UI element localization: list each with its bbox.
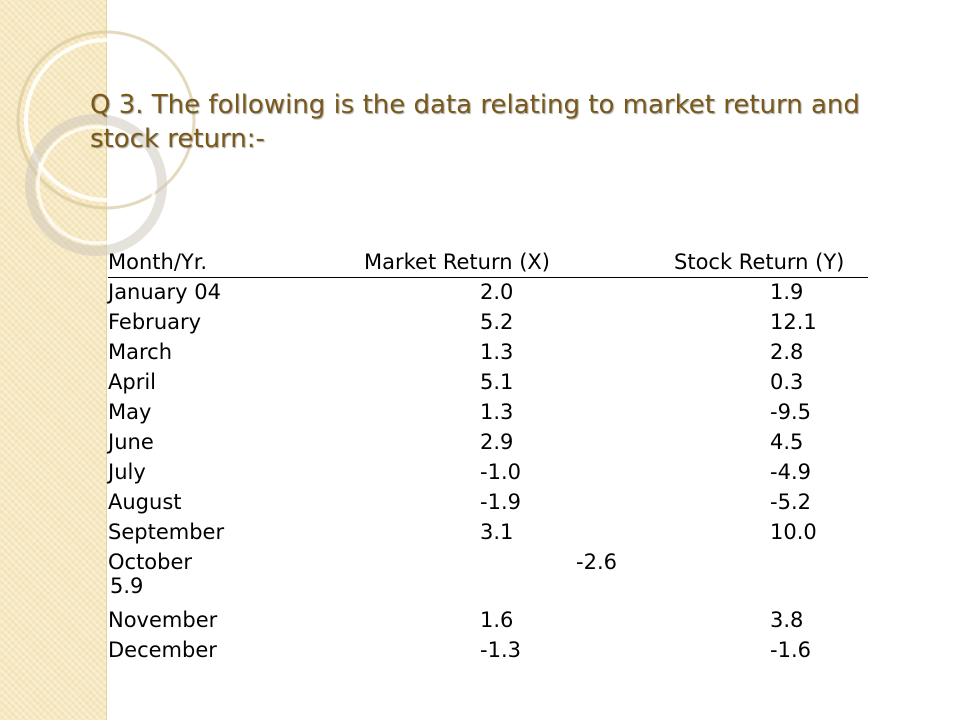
table-row: July -1.0 -4.9 (108, 458, 868, 488)
stock-return-cell: -5.2 (770, 490, 811, 514)
table-row: September 3.1 10.0 (108, 518, 868, 548)
market-return-cell: 3.1 (480, 520, 514, 544)
decorative-rings (16, 30, 196, 256)
header-month: Month/Yr. (108, 250, 208, 274)
stock-return-cell: 2.8 (770, 340, 804, 364)
month-cell: June (108, 430, 154, 454)
market-return-cell: 2.9 (480, 430, 514, 454)
stock-return-cell: 10.0 (770, 520, 817, 544)
month-cell: August (108, 490, 182, 514)
table-row: October -2.6 5.9 (108, 548, 868, 606)
month-cell: January 04 (108, 280, 222, 304)
stock-return-cell: -9.5 (770, 400, 811, 424)
table-row: August -1.9 -5.2 (108, 488, 868, 518)
month-cell: March (108, 340, 173, 364)
market-return-cell: -2.6 (576, 550, 617, 574)
market-return-cell: 2.0 (480, 280, 514, 304)
stock-return-cell: -4.9 (770, 460, 811, 484)
month-cell: September (108, 520, 225, 544)
market-return-cell: 1.3 (480, 400, 514, 424)
market-return-cell: 5.1 (480, 370, 514, 394)
table-row: December -1.3 -1.6 (108, 636, 868, 666)
month-cell: October (108, 550, 193, 574)
table-row: November 1.6 3.8 (108, 606, 868, 636)
market-return-cell: 1.3 (480, 340, 514, 364)
stock-return-cell: 0.3 (770, 370, 804, 394)
market-return-cell: 5.2 (480, 310, 514, 334)
stock-return-cell: 1.9 (770, 280, 804, 304)
header-stock-return: Stock Return (Y) (674, 250, 845, 274)
month-cell: February (108, 310, 202, 334)
month-cell: December (108, 638, 217, 662)
header-market-return: Market Return (X) (364, 250, 550, 274)
stock-return-cell: 12.1 (770, 310, 817, 334)
month-cell: May (108, 400, 152, 424)
slide-title: Q 3. The following is the data relating … (90, 90, 860, 154)
market-return-cell: -1.3 (480, 638, 521, 662)
month-cell: July (108, 460, 146, 484)
stock-return-cell: 5.9 (110, 574, 144, 598)
stock-return-cell: 4.5 (770, 430, 804, 454)
table-row: April 5.1 0.3 (108, 368, 868, 398)
table-row: February 5.2 12.1 (108, 308, 868, 338)
market-return-cell: -1.9 (480, 490, 521, 514)
month-cell: November (108, 608, 218, 632)
market-return-cell: 1.6 (480, 608, 514, 632)
returns-table: Month/Yr. Market Return (X) Stock Return… (108, 248, 868, 666)
table-row: March 1.3 2.8 (108, 338, 868, 368)
table-row: May 1.3 -9.5 (108, 398, 868, 428)
month-cell: April (108, 370, 156, 394)
table-row: January 04 2.0 1.9 (108, 278, 868, 308)
table-row: June 2.9 4.5 (108, 428, 868, 458)
market-return-cell: -1.0 (480, 460, 521, 484)
stock-return-cell: 3.8 (770, 608, 804, 632)
table-header-row: Month/Yr. Market Return (X) Stock Return… (108, 248, 868, 278)
stock-return-cell: -1.6 (770, 638, 811, 662)
